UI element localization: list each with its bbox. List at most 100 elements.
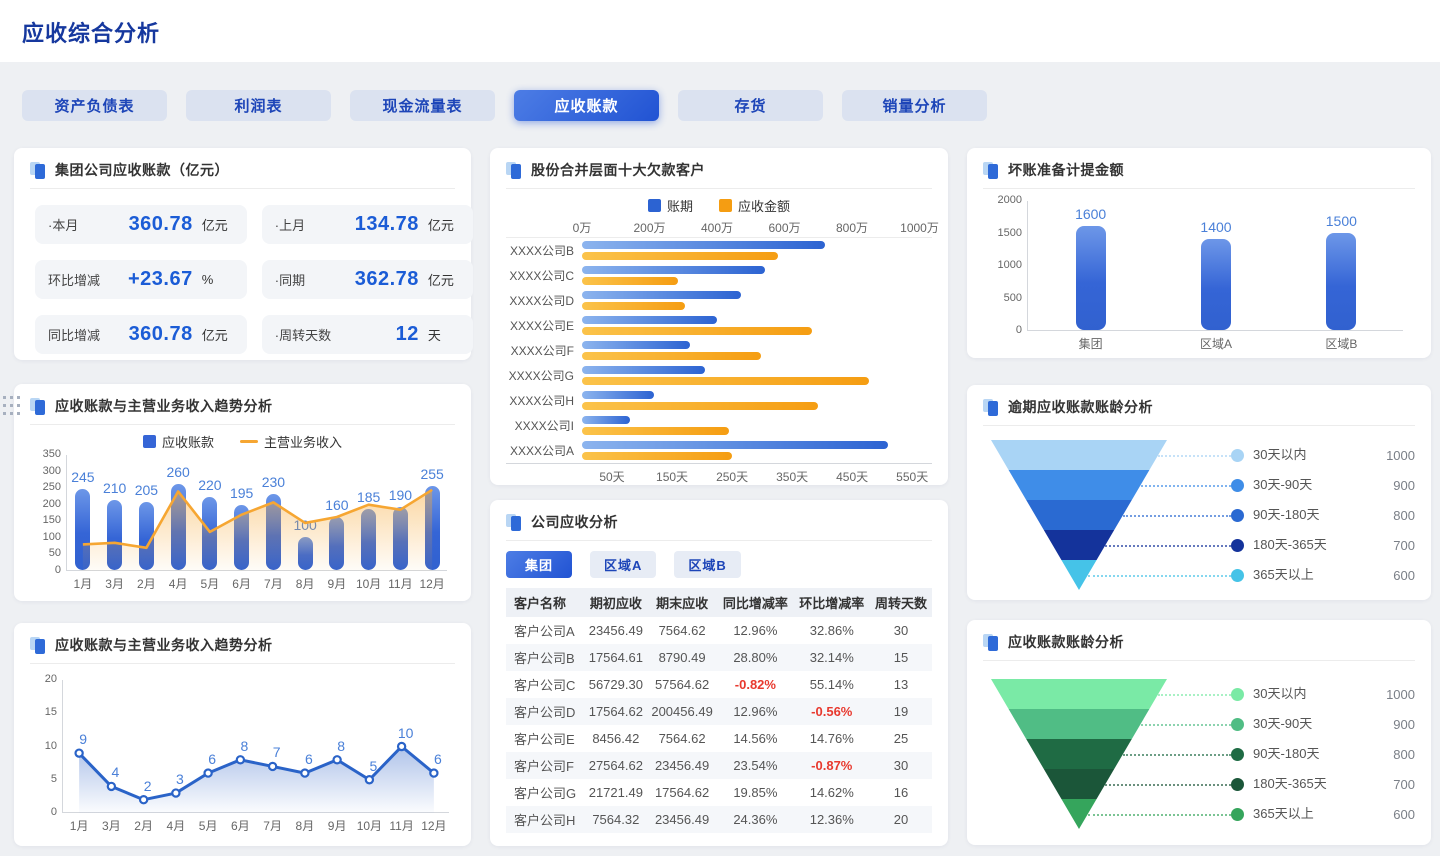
table-cell: -0.82% [734, 677, 776, 692]
table-cell: 17564.62 [584, 698, 647, 725]
y-axis-tick: 0 [54, 564, 61, 576]
stat-label: ·上月 [274, 218, 306, 233]
funnel-legend-item-30天以内[interactable]: 30天以内 1000 [1231, 679, 1415, 709]
region-tab-区域A[interactable]: 区域A [590, 551, 657, 578]
funnel-legend-item-30天-90天[interactable]: 30天-90天 900 [1231, 709, 1415, 739]
x-axis-tick: 6月 [231, 819, 250, 833]
funnel-legend-value: 1000 [1386, 686, 1415, 702]
x-axis-tick: 7月 [263, 819, 282, 833]
amount-bar [582, 327, 812, 335]
funnel-legend-item-180天-365天[interactable]: 180天-365天 700 [1231, 530, 1415, 560]
debtor-row: XXXX公司F [506, 338, 932, 363]
table-row: 客户公司F 27564.62 23456.49 23.54% -0.87% 30 [506, 752, 932, 779]
debtors-bottom-axis: 50天 150天 250天 350天 450天 550天 [582, 468, 932, 486]
tab-利润表[interactable]: 利润表 [186, 90, 331, 121]
bar-value-label: 160 [325, 496, 349, 513]
funnel-legend-item-30天-90天[interactable]: 30天-90天 900 [1231, 470, 1415, 500]
stat-unit: 天 [427, 328, 441, 343]
bar-value-label: 220 [198, 477, 222, 494]
point-value-label: 6 [304, 751, 313, 768]
tab-资产负债表[interactable]: 资产负债表 [22, 90, 167, 121]
debtor-bars [582, 316, 932, 335]
legend-label: 账期 [666, 199, 693, 214]
region-tabs: 集团 区域A 区域B [506, 541, 932, 588]
debtor-row: XXXX公司E [506, 313, 932, 338]
drag-handle[interactable] [3, 396, 20, 423]
funnel-legend-item-90天-180天[interactable]: 90天-180天 800 [1231, 739, 1415, 769]
debtor-row: XXXX公司H [506, 388, 932, 413]
legend-item-账期[interactable]: 账期 [647, 196, 693, 215]
leader-line [1140, 724, 1231, 726]
y-axis-tick: 0 [1015, 324, 1022, 336]
square-swatch-icon [142, 435, 156, 448]
x-axis-tick: 11月 [389, 819, 414, 833]
amount-bar [582, 427, 729, 435]
point-value-label: 10 [397, 724, 414, 741]
trend-line-chart: 0 5 10 15 20 1月 3月 2月 4月 5月 6月 7月 8月 9月 10月 11月 12月 9 4 2 3… [45, 673, 449, 833]
table-cell: 23.54% [717, 752, 794, 779]
book-icon [30, 397, 46, 415]
card-top-debtors: 股份合并层面十大欠款客户 账期 应收金额 0万 200万 400万 600万 800万 10… [490, 148, 948, 485]
bar-value-label: 1400 [1200, 219, 1232, 235]
point-value-label: 4 [111, 764, 120, 781]
region-tab-区域B[interactable]: 区域B [674, 551, 741, 578]
x-axis-tick: 5月 [198, 819, 218, 833]
radio-dot-icon [1231, 807, 1244, 821]
legend-item-主营业务收入[interactable]: 主营业务收入 [240, 432, 342, 451]
card-title: 公司应收分析 [531, 514, 618, 530]
card-title: 集团公司应收账款（亿元） [55, 162, 229, 178]
funnel-legend-item-365天以上[interactable]: 365天以上 600 [1231, 799, 1415, 829]
legend-item-应收金额[interactable]: 应收金额 [719, 196, 790, 215]
table-cell: 16 [893, 785, 909, 800]
bar-value-label: 205 [134, 482, 159, 499]
days-bar [582, 391, 655, 399]
page-title: 应收综合分析 [22, 21, 161, 46]
table-cell: 客户公司E [514, 732, 575, 747]
table-cell: 20 [869, 806, 932, 833]
table-cell: 12.96% [717, 698, 794, 725]
table-header-cell: 期末应收 [646, 588, 718, 617]
tab-销量分析[interactable]: 销量分析 [842, 90, 987, 121]
table-cell: 32.86% [809, 623, 854, 638]
funnel-legend-label: 30天-90天 [1253, 716, 1313, 731]
debtor-row: XXXX公司B [506, 238, 932, 263]
table-cell: 客户公司A [514, 624, 575, 639]
tab-现金流量表[interactable]: 现金流量表 [350, 90, 495, 121]
bar-value-label: 190 [388, 487, 413, 504]
table-cell: 7564.32 [584, 806, 647, 833]
table-header-cell: 同比增减率 [717, 588, 794, 617]
tab-存货[interactable]: 存货 [678, 90, 823, 121]
stat-box: ·同期 362.78 亿元 [261, 260, 473, 299]
table-cell: -0.87% [793, 752, 870, 779]
funnel-legend-item-365天以上[interactable]: 365天以上 600 [1231, 560, 1415, 590]
days-bar [582, 291, 742, 299]
aging-funnel: 30天以内 1000 30天-90天 900 90天-180天 800 180天-365天 7… [983, 665, 1415, 837]
funnel-legend-value: 800 [1393, 746, 1415, 762]
debtor-bars [582, 416, 932, 435]
region-tab-集团[interactable]: 集团 [506, 551, 572, 578]
card-title: 应收账款账龄分析 [1008, 634, 1124, 650]
debtor-row: XXXX公司G [506, 363, 932, 388]
funnel-legend-item-30天以内[interactable]: 30天以内 1000 [1231, 440, 1415, 470]
funnel-legend-item-90天-180天[interactable]: 90天-180天 800 [1231, 500, 1415, 530]
page-header: 应收综合分析 [0, 0, 1440, 62]
top-axis-tick: 400万 [700, 221, 734, 235]
legend-label: 应收金额 [738, 199, 791, 214]
y-axis-tick: 1000 [997, 259, 1022, 271]
legend-label: 主营业务收入 [264, 435, 343, 450]
y-axis-tick: 50 [48, 547, 61, 560]
leader-line [1105, 545, 1231, 547]
debtor-bars [582, 366, 932, 385]
point-value-label: 5 [369, 757, 378, 774]
x-axis-tick: 10月 [356, 819, 383, 833]
legend-item-应收账款[interactable]: 应收账款 [142, 432, 214, 451]
table-cell: 14.62% [809, 785, 854, 800]
table-cell: 23456.49 [646, 806, 718, 833]
funnel-legend-label: 180天-365天 [1253, 776, 1327, 791]
amount-bar [582, 302, 685, 310]
funnel-legend-label: 30天以内 [1253, 686, 1307, 701]
tab-应收账款[interactable]: 应收账款 [514, 90, 659, 121]
debtor-bars [582, 391, 932, 410]
funnel-legend-item-180天-365天[interactable]: 180天-365天 700 [1231, 769, 1415, 799]
x-axis-tick: 3月 [105, 577, 124, 591]
